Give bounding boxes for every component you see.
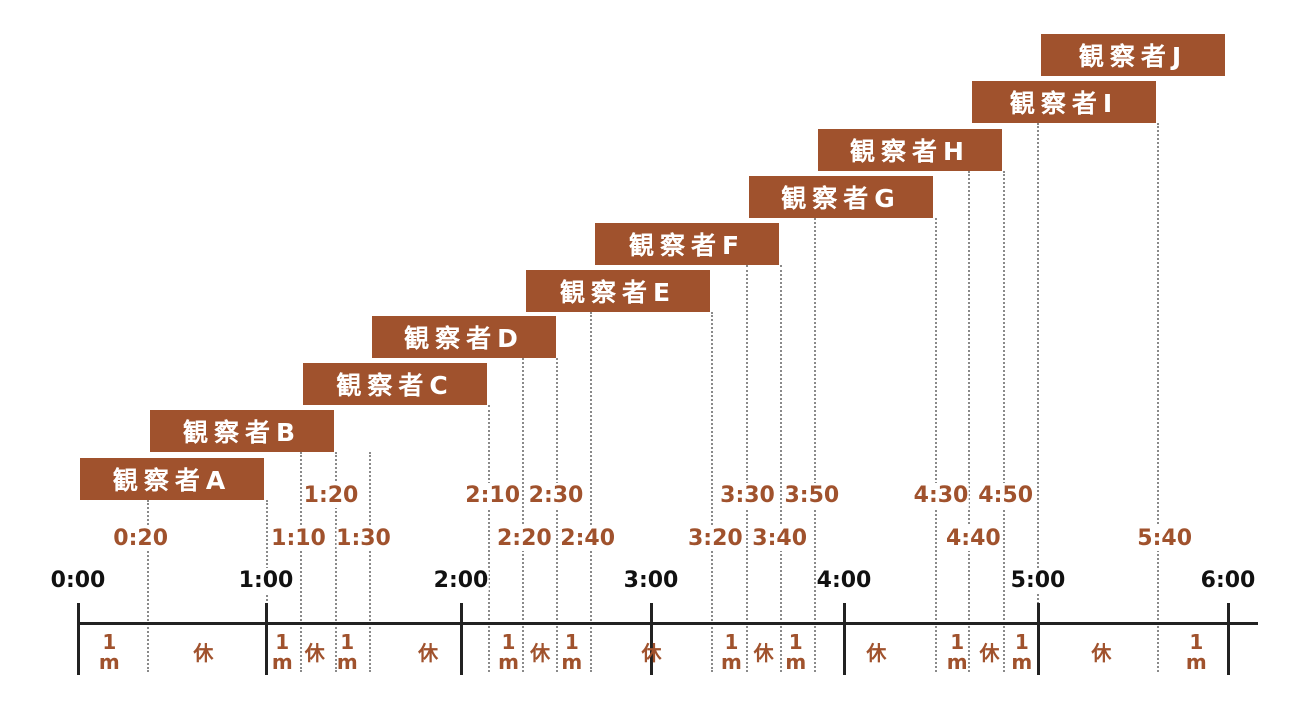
rest-label: 休 <box>641 641 662 665</box>
dotted-guide-line <box>522 358 524 672</box>
time-mark-3:30: 3:30 <box>720 483 775 508</box>
dotted-guide-line <box>556 358 558 672</box>
dotted-guide-line <box>780 265 782 672</box>
dotted-guide-line <box>968 171 970 672</box>
hour-label-1:00: 1:00 <box>238 568 294 593</box>
time-mark-2:40: 2:40 <box>560 526 616 551</box>
time-mark-4:40: 4:40 <box>945 526 1001 551</box>
time-mark-5:40: 5:40 <box>1137 526 1193 551</box>
observer-box: 観察者J <box>1041 34 1225 76</box>
dotted-guide-line <box>711 312 713 672</box>
dotted-guide-line <box>147 500 149 672</box>
rest-label: 休 <box>530 641 551 665</box>
time-mark-1:30: 1:30 <box>336 526 391 551</box>
dotted-guide-line <box>590 312 592 672</box>
hour-tick <box>650 603 653 675</box>
dotted-guide-line <box>300 452 302 672</box>
hour-label-2:00: 2:00 <box>433 568 489 593</box>
rest-label: 休 <box>304 641 325 665</box>
dotted-guide-line <box>746 265 748 672</box>
time-mark-4:30: 4:30 <box>913 483 969 508</box>
dotted-guide-line <box>369 452 371 672</box>
rest-label: 休 <box>753 641 774 665</box>
observer-box: 観察者C <box>303 363 487 405</box>
dotted-guide-line <box>1157 123 1159 672</box>
observer-box: 観察者E <box>526 270 710 312</box>
time-mark-2:20: 2:20 <box>496 526 552 551</box>
dotted-guide-line <box>814 218 816 672</box>
hour-label-4:00: 4:00 <box>816 568 872 593</box>
hour-tick <box>265 603 268 675</box>
dotted-guide-line <box>935 218 937 672</box>
observer-box: 観察者H <box>818 129 1002 171</box>
observer-box: 観察者D <box>372 316 556 358</box>
hour-tick <box>843 603 846 675</box>
time-mark-4:50: 4:50 <box>978 483 1034 508</box>
hour-tick <box>1037 603 1040 675</box>
rest-label: 休 <box>193 641 214 665</box>
observer-box: 観察者F <box>595 223 779 265</box>
observer-box: 観察者B <box>150 410 334 452</box>
rest-label: 休 <box>979 641 1000 665</box>
time-mark-1:20: 1:20 <box>303 483 359 508</box>
observer-box: 観察者G <box>749 176 933 218</box>
time-mark-3:20: 3:20 <box>687 526 743 551</box>
dotted-guide-line <box>335 452 337 672</box>
time-mark-1:10: 1:10 <box>271 526 326 551</box>
time-mark-3:50: 3:50 <box>784 483 840 508</box>
dotted-guide-line <box>1003 171 1005 672</box>
time-mark-2:10: 2:10 <box>465 483 521 508</box>
rest-label: 休 <box>418 641 439 665</box>
rest-label: 休 <box>866 641 887 665</box>
hour-label-0:00: 0:00 <box>50 568 106 593</box>
hour-label-6:00: 6:00 <box>1200 568 1256 593</box>
hour-tick <box>77 603 80 675</box>
hour-tick <box>460 603 463 675</box>
hour-label-5:00: 5:00 <box>1010 568 1066 593</box>
timeline-axis <box>78 622 1258 625</box>
dotted-guide-line <box>1037 123 1039 672</box>
hour-label-3:00: 3:00 <box>623 568 679 593</box>
time-mark-3:40: 3:40 <box>752 526 808 551</box>
observer-box: 観察者A <box>80 458 264 500</box>
dotted-guide-line <box>488 405 490 672</box>
time-mark-0:20: 0:20 <box>113 526 169 551</box>
hour-tick <box>1227 603 1230 675</box>
observer-box: 観察者I <box>972 81 1156 123</box>
rest-label: 休 <box>1091 641 1112 665</box>
time-mark-2:30: 2:30 <box>528 483 584 508</box>
